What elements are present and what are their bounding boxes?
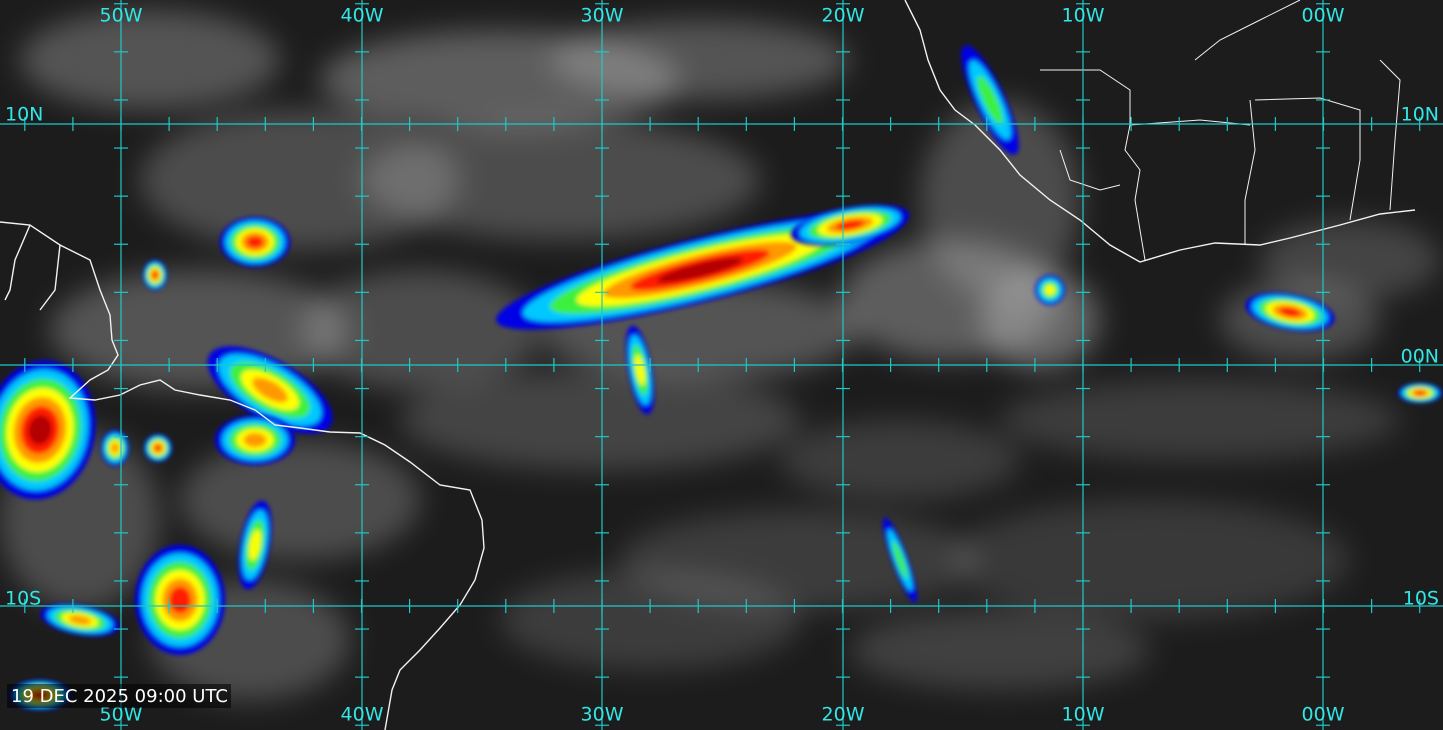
cloud bbox=[550, 20, 850, 100]
storm-cell bbox=[238, 500, 272, 590]
storm-cell bbox=[135, 545, 225, 655]
storm-cell bbox=[1245, 292, 1335, 332]
storm-cell bbox=[101, 430, 129, 466]
cloud bbox=[500, 570, 800, 670]
storm-cell bbox=[220, 217, 290, 267]
storm-cell bbox=[143, 260, 167, 290]
cloud bbox=[300, 270, 540, 390]
storm-band bbox=[246, 235, 264, 249]
cloud bbox=[920, 100, 1080, 300]
storm-cell bbox=[0, 360, 96, 500]
graticule-labels: 50W 40W 30W 20W 10W 00W 50W 40W 30W 20W … bbox=[5, 5, 1439, 726]
cloud bbox=[140, 110, 460, 250]
storm-band bbox=[152, 271, 158, 279]
cloud bbox=[400, 370, 800, 470]
storm-band bbox=[977, 75, 1003, 125]
cloud bbox=[20, 10, 280, 110]
lon-label: 50W bbox=[100, 704, 143, 726]
lon-label: 10W bbox=[1062, 5, 1105, 27]
storm-band bbox=[252, 377, 288, 403]
lon-label: 40W bbox=[341, 704, 384, 726]
lon-label: 00W bbox=[1302, 704, 1345, 726]
lon-label: 30W bbox=[581, 5, 624, 27]
storm-band bbox=[111, 442, 119, 454]
storm-cell bbox=[1035, 275, 1065, 305]
cloud bbox=[850, 610, 1150, 690]
storm-cell bbox=[1398, 383, 1442, 403]
timestamp-background bbox=[7, 684, 231, 708]
cloud bbox=[1000, 380, 1400, 460]
storm-band bbox=[169, 586, 191, 614]
cloud bbox=[180, 440, 420, 560]
lat-label: 00N bbox=[1401, 346, 1439, 368]
storm-cell bbox=[207, 346, 333, 434]
lon-label: 20W bbox=[822, 704, 865, 726]
storm-cell bbox=[144, 434, 172, 462]
cloud bbox=[950, 500, 1350, 620]
storm-cell bbox=[790, 204, 910, 246]
convection bbox=[0, 45, 1442, 710]
lon-label: 50W bbox=[100, 5, 143, 27]
lon-label: 30W bbox=[581, 704, 624, 726]
storm-cell bbox=[961, 45, 1019, 155]
lon-label: 10W bbox=[1062, 704, 1105, 726]
storm-cell bbox=[625, 325, 655, 415]
lon-label: 40W bbox=[341, 5, 384, 27]
storm-band bbox=[892, 541, 908, 579]
lat-label: 10N bbox=[1401, 104, 1439, 126]
storm-cell bbox=[215, 415, 295, 465]
storm-band bbox=[249, 529, 261, 561]
storm-cell bbox=[40, 603, 120, 637]
storm-band bbox=[657, 257, 743, 283]
lat-label: 10S bbox=[1403, 588, 1439, 610]
storm-band bbox=[243, 432, 267, 448]
lat-label: 10N bbox=[5, 104, 43, 126]
cloud bbox=[780, 420, 1020, 500]
lon-label: 00W bbox=[1302, 5, 1345, 27]
storm-band bbox=[68, 615, 92, 625]
cloud bbox=[1260, 220, 1440, 300]
lon-label: 20W bbox=[822, 5, 865, 27]
storm-band bbox=[1279, 307, 1301, 317]
cloud bbox=[360, 120, 760, 240]
storm-band bbox=[28, 415, 52, 445]
storm-band bbox=[1414, 390, 1426, 396]
lat-label: 10S bbox=[5, 588, 41, 610]
storm-band bbox=[635, 354, 645, 386]
storm-cell bbox=[882, 517, 918, 603]
storm-band bbox=[154, 444, 162, 452]
storm-band bbox=[1044, 284, 1056, 296]
timestamp: 19 DEC 2025 09:00 UTC bbox=[11, 686, 228, 707]
